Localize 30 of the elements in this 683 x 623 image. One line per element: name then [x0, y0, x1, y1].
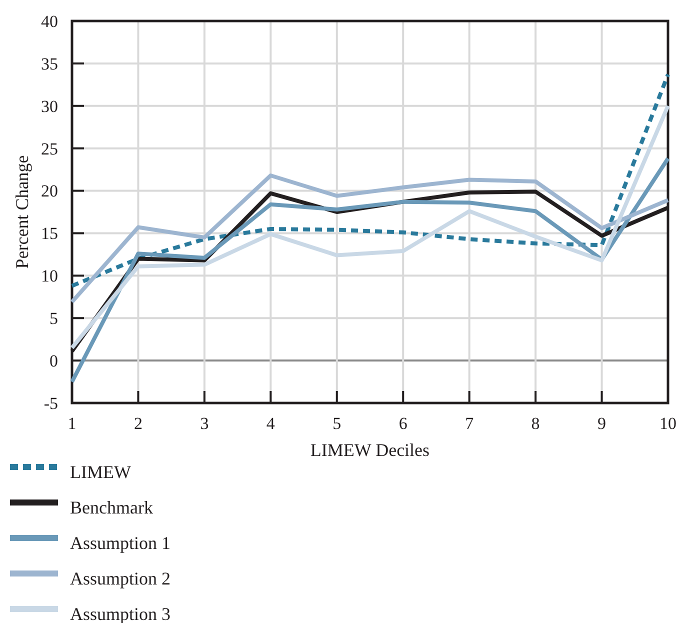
x-tick-label: 5	[332, 414, 342, 433]
y-tick-label: 0	[50, 352, 58, 371]
y-tick-label: 5	[50, 309, 58, 328]
legend-label: LIMEW	[70, 462, 131, 482]
legend-label: Assumption 1	[70, 532, 171, 553]
y-tick-label: 30	[41, 96, 58, 116]
x-axis-title: LIMEW Deciles	[310, 440, 430, 460]
legend-label: Benchmark	[70, 497, 153, 518]
line-series	[70, 104, 670, 350]
x-tick-label: 1	[68, 414, 76, 433]
x-tick-label: 10	[660, 414, 676, 433]
x-tick-label: 3	[200, 414, 209, 433]
legend-label: Assumption 2	[70, 568, 171, 588]
y-tick-label: 25	[41, 139, 58, 158]
y-tick-label: 40	[41, 12, 58, 31]
x-tick-label: 2	[134, 414, 142, 433]
line-series	[70, 156, 670, 384]
y-tick-label: -5	[44, 394, 58, 413]
x-tick-label: 4	[266, 414, 276, 433]
y-tick-label: 10	[41, 266, 58, 286]
x-tick-label: 6	[398, 414, 408, 433]
x-tick-label: 7	[465, 414, 474, 433]
y-axis-title: Percent Change	[12, 155, 32, 269]
line-series	[70, 174, 670, 304]
y-tick-label: 35	[41, 54, 58, 74]
x-tick-label: 8	[531, 414, 540, 433]
y-tick-label: 15	[41, 224, 58, 244]
x-tick-label: 9	[598, 414, 606, 433]
line-series	[70, 72, 670, 288]
y-tick-label: 20	[41, 182, 58, 201]
